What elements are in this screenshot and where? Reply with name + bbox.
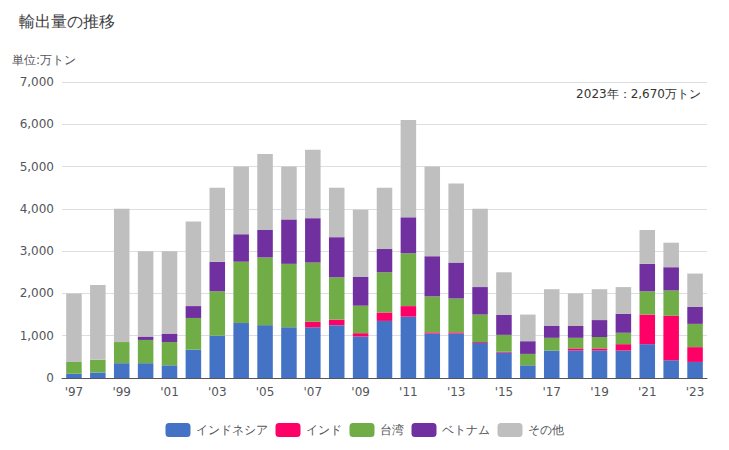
svg-text:7,000: 7,000 xyxy=(20,75,54,89)
svg-text:'09: '09 xyxy=(351,385,370,399)
svg-text:'03: '03 xyxy=(208,385,227,399)
svg-text:'01: '01 xyxy=(160,385,179,399)
svg-text:'07: '07 xyxy=(304,385,323,399)
svg-text:2023年：2,670万トン: 2023年：2,670万トン xyxy=(576,87,701,101)
svg-text:'21: '21 xyxy=(638,385,657,399)
svg-text:'05: '05 xyxy=(256,385,275,399)
svg-text:'17: '17 xyxy=(542,385,561,399)
svg-text:'23: '23 xyxy=(686,385,705,399)
svg-text:インドネシア: インドネシア xyxy=(196,423,268,437)
svg-text:'99: '99 xyxy=(112,385,131,399)
svg-text:3,000: 3,000 xyxy=(20,244,54,258)
svg-text:インド: インド xyxy=(306,423,342,437)
svg-text:6,000: 6,000 xyxy=(20,117,54,131)
svg-text:4,000: 4,000 xyxy=(20,202,54,216)
svg-text:輸出量の推移: 輸出量の推移 xyxy=(19,12,115,31)
svg-text:'13: '13 xyxy=(447,385,466,399)
svg-text:'11: '11 xyxy=(399,385,418,399)
svg-text:2,000: 2,000 xyxy=(20,286,54,300)
svg-text:1,000: 1,000 xyxy=(20,329,54,343)
svg-text:単位:万トン: 単位:万トン xyxy=(12,53,76,67)
svg-text:'15: '15 xyxy=(495,385,514,399)
svg-text:'19: '19 xyxy=(590,385,609,399)
svg-text:ベトナム: ベトナム xyxy=(442,423,490,437)
svg-text:台湾: 台湾 xyxy=(380,423,404,437)
svg-text:'97: '97 xyxy=(65,385,84,399)
svg-text:5,000: 5,000 xyxy=(20,160,54,174)
svg-text:その他: その他 xyxy=(528,423,564,437)
svg-text:0: 0 xyxy=(46,371,54,385)
